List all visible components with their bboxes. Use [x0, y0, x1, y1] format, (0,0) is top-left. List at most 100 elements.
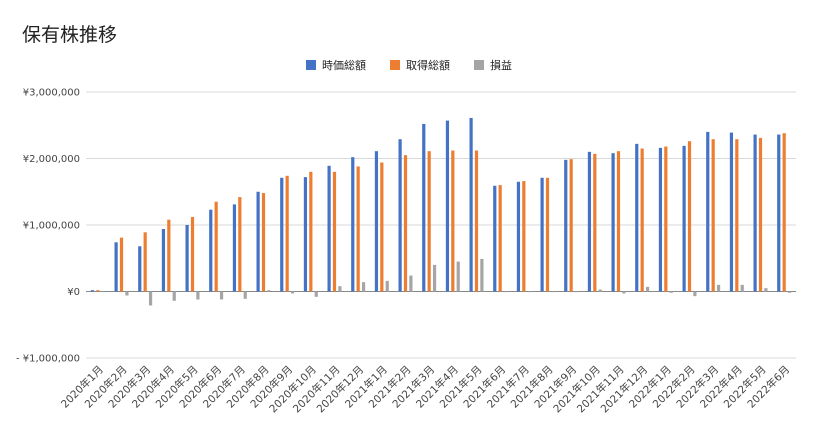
- legend-swatch-2: [474, 60, 484, 70]
- bar-profit-loss-20: [574, 291, 579, 293]
- bar-acquisition-cost-18: [522, 181, 526, 292]
- bar-acquisition-cost-14: [427, 151, 431, 292]
- bar-market-value-16: [469, 117, 473, 292]
- bar-acquisition-cost-15: [451, 150, 455, 292]
- bar-market-value-27: [729, 132, 734, 292]
- bar-profit-loss-18: [527, 291, 531, 293]
- bar-profit-loss-26: [716, 284, 721, 292]
- bar-market-value-26: [706, 131, 710, 292]
- bar-acquisition-cost-21: [593, 153, 597, 292]
- bar-acquisition-cost-2: [143, 232, 147, 292]
- bar-market-value-28: [753, 134, 757, 292]
- bar-profit-loss-23: [645, 286, 650, 292]
- bar-market-value-19: [540, 177, 544, 292]
- bar-profit-loss-16: [480, 258, 484, 292]
- bar-profit-loss-9: [314, 291, 318, 297]
- y-tick-label: ¥1,000,000: [23, 221, 80, 232]
- y-tick-label: - ¥1,000,000: [16, 354, 80, 365]
- bar-acquisition-cost-25: [687, 141, 692, 292]
- bar-profit-loss-1: [125, 291, 129, 296]
- bar-profit-loss-8: [290, 291, 295, 294]
- bar-acquisition-cost-23: [640, 148, 644, 292]
- bar-acquisition-cost-3: [167, 219, 171, 292]
- bar-profit-loss-25: [693, 291, 697, 297]
- bar-market-value-7: [256, 191, 260, 292]
- bar-acquisition-cost-13: [403, 155, 408, 292]
- bar-acquisition-cost-0: [96, 290, 100, 292]
- bar-market-value-10: [327, 165, 331, 292]
- bar-acquisition-cost-8: [285, 175, 289, 292]
- legend-label-1: 取得総額: [406, 58, 450, 72]
- bar-market-value-1: [114, 242, 118, 292]
- bar-profit-loss-6: [243, 291, 247, 299]
- bar-market-value-20: [564, 159, 568, 292]
- bar-market-value-9: [303, 177, 308, 292]
- bar-acquisition-cost-26: [711, 139, 715, 292]
- y-tick-label: ¥3,000,000: [23, 88, 80, 99]
- bar-market-value-24: [658, 147, 663, 292]
- bar-profit-loss-22: [622, 291, 626, 294]
- y-tick-label: ¥2,000,000: [23, 154, 80, 165]
- bar-profit-loss-27: [740, 284, 744, 292]
- bar-profit-loss-24: [669, 291, 673, 293]
- bar-profit-loss-14: [432, 264, 437, 292]
- bar-profit-loss-10: [338, 286, 342, 292]
- bar-market-value-0: [90, 290, 95, 292]
- legend-label-0: 時価総額: [322, 58, 366, 72]
- bar-profit-loss-4: [196, 291, 200, 300]
- bar-market-value-5: [209, 209, 213, 292]
- bar-market-value-18: [516, 181, 521, 292]
- bar-market-value-14: [422, 123, 426, 292]
- bar-profit-loss-17: [503, 291, 508, 293]
- bar-market-value-2: [138, 246, 142, 292]
- legend-swatch-0: [306, 60, 316, 70]
- bar-market-value-13: [398, 139, 402, 292]
- bar-profit-loss-0: [101, 291, 105, 293]
- bar-profit-loss-11: [361, 282, 366, 292]
- bar-market-value-22: [611, 153, 615, 292]
- bar-market-value-8: [280, 177, 284, 292]
- bar-profit-loss-21: [598, 289, 602, 292]
- legend-label-2: 損益: [490, 58, 512, 72]
- chart-title: 保有株推移: [22, 24, 118, 46]
- bar-acquisition-cost-6: [238, 197, 242, 292]
- bar-acquisition-cost-10: [332, 171, 337, 292]
- bar-profit-loss-15: [456, 261, 460, 292]
- bar-acquisition-cost-9: [309, 171, 313, 292]
- bar-market-value-21: [587, 151, 592, 292]
- bar-market-value-29: [777, 134, 781, 292]
- bar-profit-loss-19: [551, 291, 555, 293]
- bar-acquisition-cost-28: [758, 137, 763, 292]
- bar-market-value-15: [445, 120, 450, 292]
- bar-market-value-25: [682, 145, 686, 292]
- bar-market-value-12: [374, 151, 379, 292]
- bar-profit-loss-28: [764, 288, 768, 292]
- bar-acquisition-cost-4: [190, 217, 195, 292]
- legend-swatch-1: [390, 60, 400, 70]
- bar-acquisition-cost-11: [356, 166, 360, 292]
- bar-acquisition-cost-17: [498, 185, 502, 292]
- bar-profit-loss-5: [219, 291, 224, 300]
- bar-profit-loss-13: [409, 275, 413, 292]
- bar-market-value-4: [185, 225, 189, 292]
- bar-profit-loss-3: [172, 291, 176, 301]
- bar-market-value-11: [351, 157, 355, 292]
- bar-acquisition-cost-27: [735, 139, 739, 292]
- bar-profit-loss-12: [385, 280, 389, 292]
- bar-acquisition-cost-5: [214, 201, 218, 292]
- bar-market-value-17: [493, 185, 497, 292]
- bar-acquisition-cost-12: [380, 162, 384, 292]
- bar-acquisition-cost-16: [474, 150, 479, 292]
- bar-acquisition-cost-24: [664, 146, 668, 292]
- bar-acquisition-cost-22: [616, 151, 621, 292]
- bar-acquisition-cost-7: [261, 193, 266, 292]
- bar-profit-loss-29: [787, 291, 792, 293]
- bar-market-value-6: [232, 204, 237, 292]
- bar-acquisition-cost-20: [569, 159, 573, 292]
- bar-market-value-23: [635, 143, 639, 292]
- bar-acquisition-cost-19: [545, 177, 550, 292]
- y-tick-label: ¥0: [67, 287, 80, 298]
- bar-profit-loss-2: [148, 291, 153, 306]
